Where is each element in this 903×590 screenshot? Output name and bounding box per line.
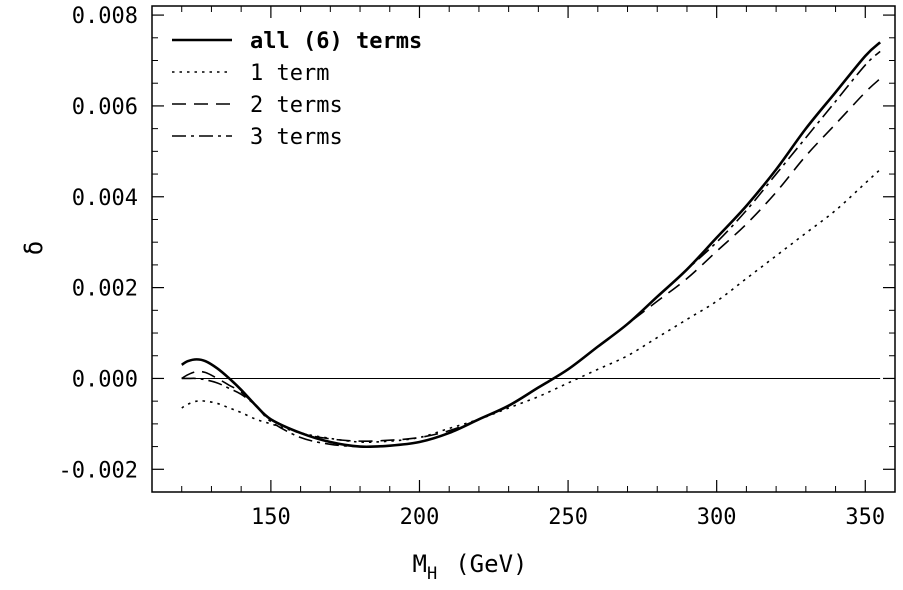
legend-label-3: 2 terms: [250, 93, 343, 118]
series-line-4: [181, 50, 881, 448]
legend: all (6) terms 1 term 2 terms 3 terms: [172, 29, 422, 150]
y-tick-label: -0.002: [59, 458, 138, 483]
x-tick-label: 150: [251, 505, 291, 530]
y-axis-title: δ: [20, 241, 48, 255]
legend-label-2: 1 term: [250, 61, 329, 86]
series-line-2: [181, 168, 881, 443]
axis-labels: MH (GeV) δ: [20, 241, 527, 584]
plot-frame: [151, 5, 896, 493]
y-tick-label: 0.004: [72, 186, 138, 211]
x-tick-label: 300: [697, 505, 737, 530]
legend-label-1: all (6) terms: [250, 29, 422, 54]
plot-border: [151, 5, 896, 493]
x-tick-label: 350: [845, 505, 885, 530]
x-axis-title: MH (GeV): [413, 550, 528, 584]
x-axis-title-subscript: H: [427, 564, 437, 584]
y-tick-label: 0.008: [72, 4, 138, 29]
legend-label-4: 3 terms: [250, 125, 343, 150]
x-axis-title-main: M: [413, 550, 427, 578]
y-tick-label: 0.000: [72, 367, 138, 392]
x-tick-label: 200: [400, 505, 440, 530]
series-layer: [181, 41, 882, 449]
y-tick-label: 0.002: [72, 277, 138, 302]
y-tick-label: 0.006: [72, 95, 138, 120]
x-axis-title-unit: (GeV): [455, 550, 527, 578]
axis-ticks: 150 200 250 300 350 -0.002 0.000 0.002 0.004 0.00…: [59, 4, 896, 530]
x-tick-label: 250: [548, 505, 588, 530]
series-line-3: [181, 78, 881, 442]
